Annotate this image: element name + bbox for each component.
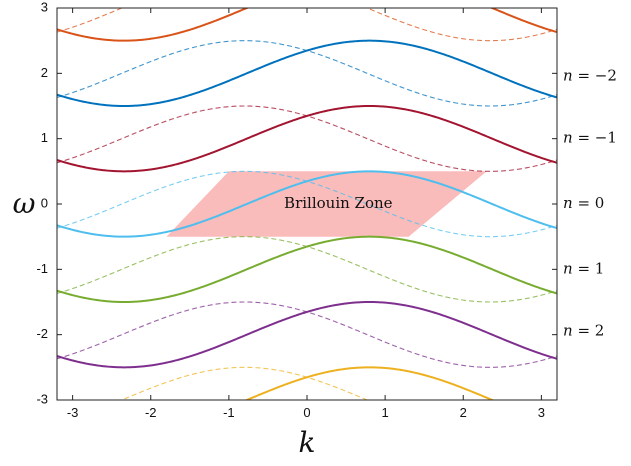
brillouin-zone-region	[166, 171, 487, 237]
band-index-label: n = 0	[563, 194, 604, 212]
band-line-n3	[244, 366, 495, 400]
band-line-n2	[57, 300, 557, 369]
brillouin-zone-label: Brillouin Zone	[284, 194, 393, 212]
x-tick-label: -2	[145, 405, 157, 420]
band-line-n1	[57, 235, 557, 304]
x-tick-label: -3	[67, 405, 79, 420]
band-line-n-3	[57, 8, 557, 42]
band-index-label: n = −2	[563, 67, 617, 85]
y-tick-label: -1	[36, 261, 48, 276]
band-line-n0	[57, 170, 557, 238]
x-tick-label: 1	[382, 405, 389, 420]
x-tick-label: 3	[538, 405, 545, 420]
x-axis-label: k	[299, 426, 316, 459]
band-index-label: n = 2	[563, 321, 604, 339]
y-tick-label: -2	[36, 326, 48, 341]
y-tick-label: 2	[41, 65, 48, 80]
band-line-n-2	[57, 39, 557, 108]
x-tick-label: 0	[303, 405, 310, 420]
band-index-label: n = −1	[563, 129, 617, 147]
y-tick-label: 0	[41, 195, 48, 210]
dashed-band-n-3	[57, 8, 557, 42]
y-tick-label: 3	[41, 0, 48, 14]
x-tick-label: -1	[223, 405, 235, 420]
band-index-label: n = 1	[563, 259, 604, 277]
band-line-n-1	[57, 104, 557, 173]
y-tick-label: 1	[41, 130, 48, 145]
x-tick-label: 2	[460, 405, 467, 420]
y-tick-label: -3	[36, 391, 48, 406]
y-axis-label: ω	[13, 187, 36, 220]
